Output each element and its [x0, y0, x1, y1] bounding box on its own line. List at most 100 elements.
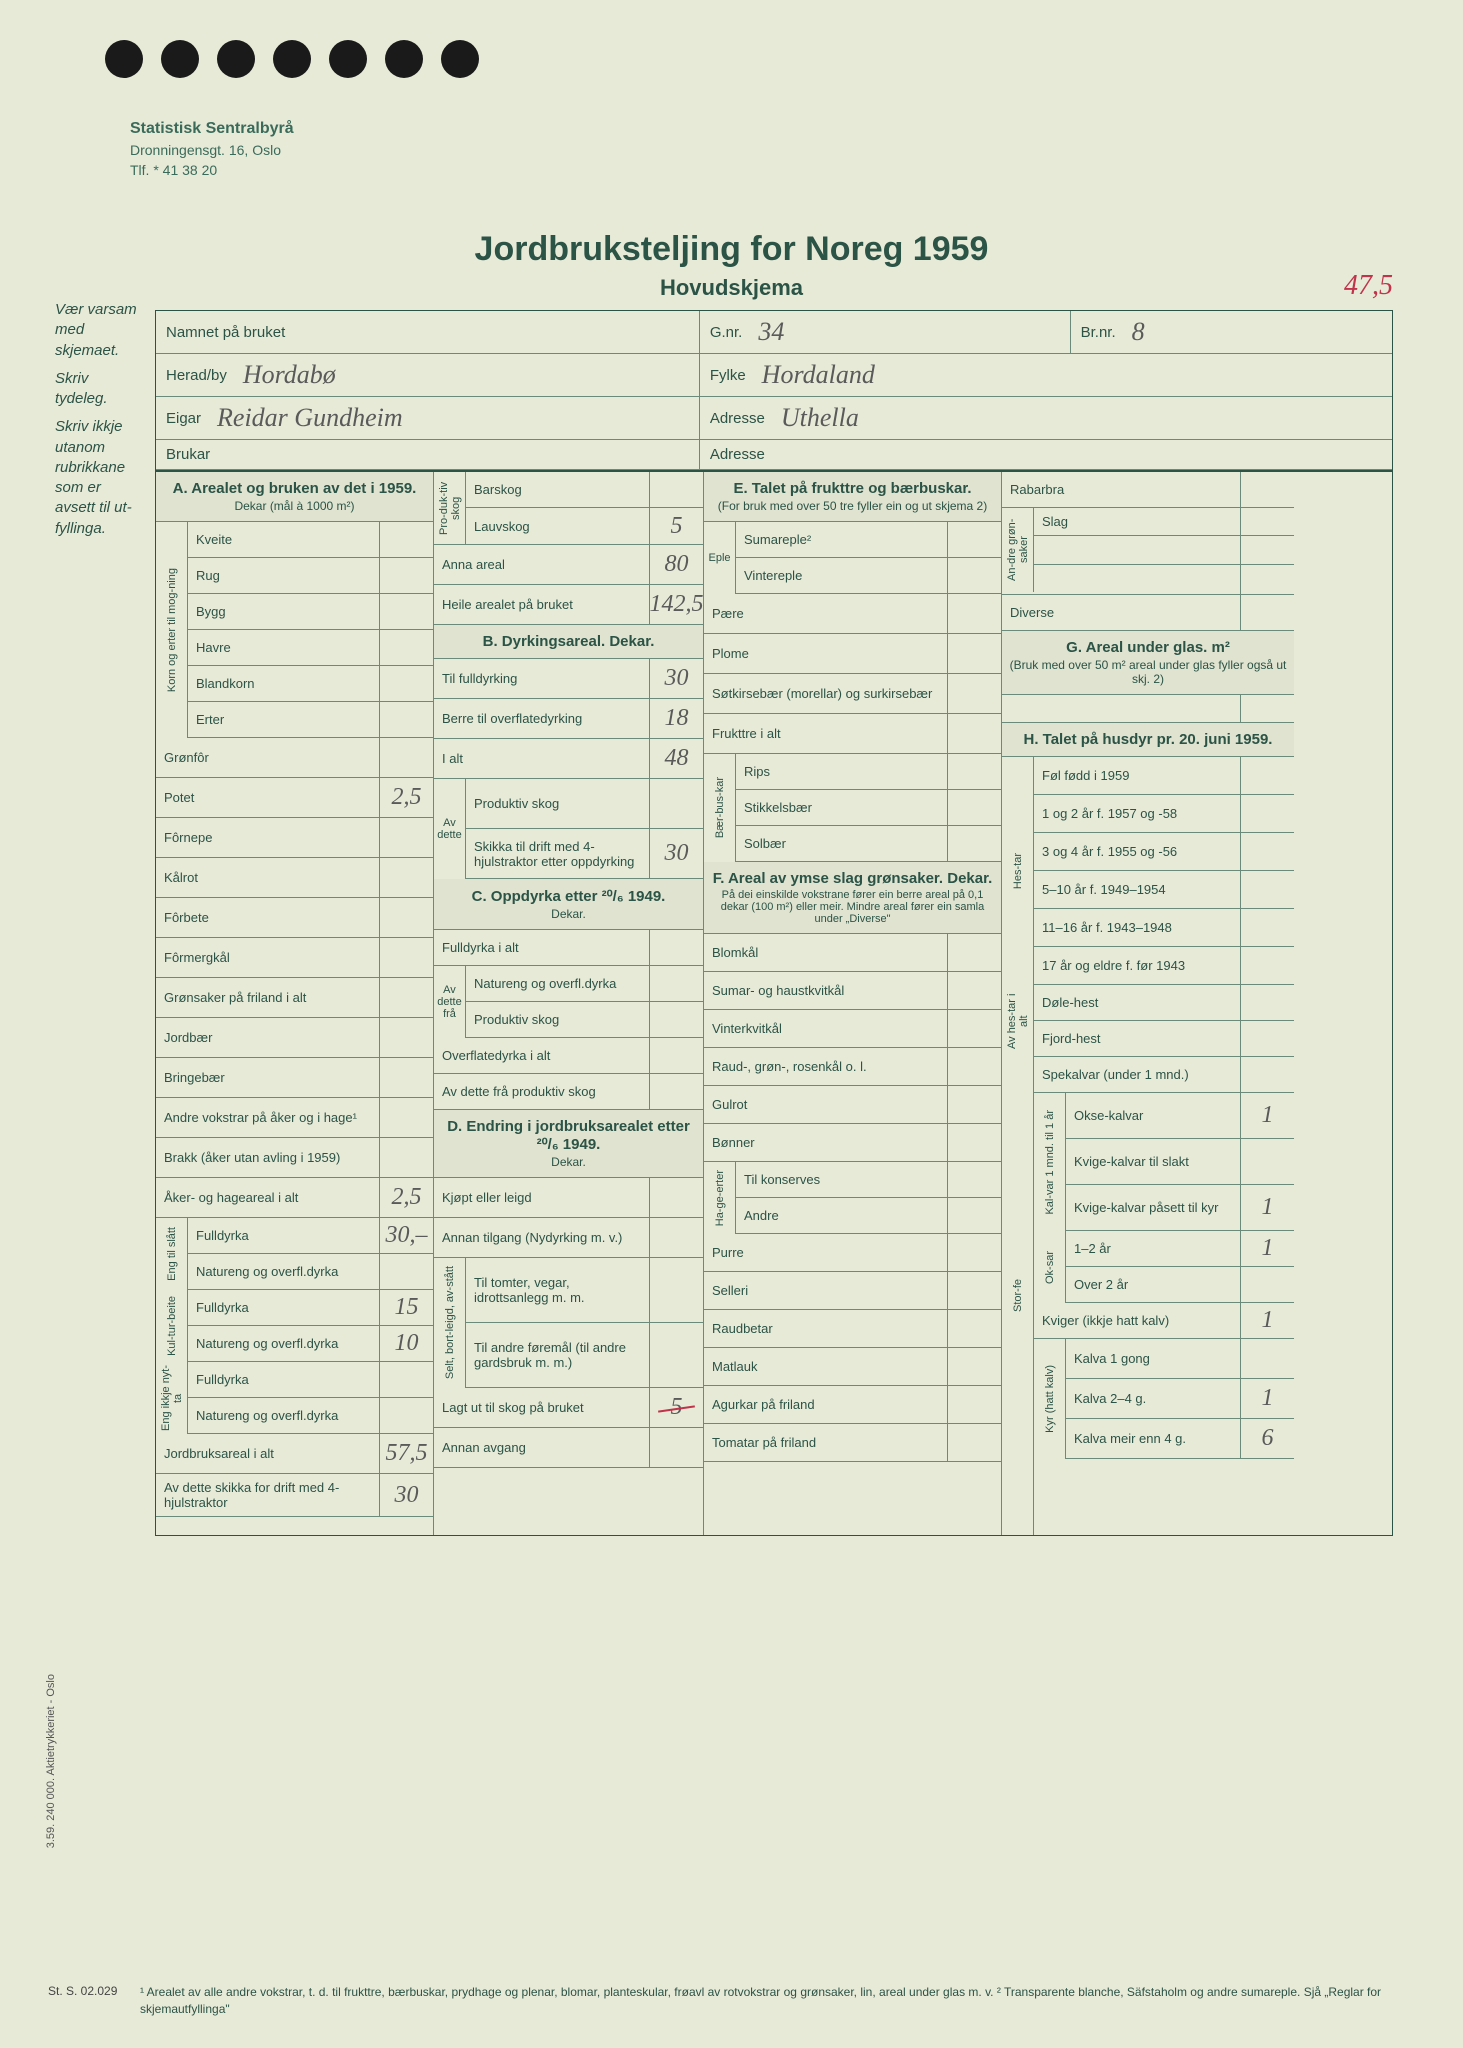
- org-addr2: Tlf. * 41 38 20: [130, 162, 294, 178]
- diverse-label: Diverse: [1002, 595, 1240, 630]
- row-value: [947, 1162, 1001, 1197]
- prod-label: Pro-duk-tiv skog: [438, 474, 462, 542]
- row-label: Kalva 1 gong: [1066, 1339, 1240, 1378]
- section-gh-col: Rabarbra An-dre grøn-saker Slag Diverse …: [1002, 472, 1294, 1535]
- row-value: 6: [1240, 1419, 1294, 1458]
- adresse1-value: Uthella: [765, 403, 1382, 433]
- row-value: [947, 1424, 1001, 1461]
- row-value: [947, 1086, 1001, 1123]
- row-value: [1240, 1267, 1294, 1302]
- row-value: 18: [649, 699, 703, 738]
- row-value: [947, 790, 1001, 825]
- g-value: [1240, 695, 1294, 722]
- row-label: Andre vokstrar på åker og i hage¹: [156, 1098, 379, 1137]
- herad-label: Herad/by: [166, 367, 227, 384]
- row-label: Kålrot: [156, 858, 379, 897]
- korn-label: Korn og erter til mog-ning: [166, 568, 178, 692]
- row-value: [379, 978, 433, 1017]
- row-value: [1240, 795, 1294, 832]
- row-label: Bønner: [704, 1124, 947, 1161]
- row-value: [379, 702, 433, 737]
- row-value: 15: [379, 1290, 433, 1325]
- row-label: Føl fødd i 1959: [1034, 757, 1240, 794]
- row-value: [379, 1254, 433, 1289]
- row-value: 48: [649, 739, 703, 778]
- row-label: Selleri: [704, 1272, 947, 1309]
- brnr-label: Br.nr.: [1081, 324, 1116, 341]
- row-label: Annan tilgang (Nydyrking m. v.): [434, 1218, 649, 1257]
- b-avdette-label: Av dette: [436, 817, 463, 841]
- row-value: [947, 674, 1001, 713]
- org-addr1: Dronningensgt. 16, Oslo: [130, 142, 294, 158]
- sect-h-title: H. Talet på husdyr pr. 20. juni 1959.: [1002, 723, 1294, 757]
- row-label: Bringebær: [156, 1058, 379, 1097]
- hest-label: Hes-tar: [1012, 853, 1024, 889]
- row-value: [379, 1398, 433, 1433]
- row-label: Jordbruksareal i alt: [156, 1434, 379, 1473]
- instr-1: Vær varsam med skjemaet.: [55, 300, 145, 361]
- row-value: [379, 938, 433, 977]
- avhest-label: Av hes-tar i alt: [1006, 987, 1030, 1055]
- row-value: 1: [1240, 1231, 1294, 1266]
- brukar-label: Brukar: [166, 446, 210, 463]
- row-value: [649, 966, 703, 1001]
- row-value: [1240, 757, 1294, 794]
- row-value: 30: [379, 1474, 433, 1516]
- row-label: Natureng og overfl.dyrka: [188, 1326, 379, 1361]
- baer-label: Bær-bus-kar: [714, 777, 726, 838]
- row-value: [379, 1138, 433, 1177]
- row-label: 1–2 år: [1066, 1231, 1240, 1266]
- row-label: Erter: [188, 702, 379, 737]
- row-label: Frukttre i alt: [704, 714, 947, 753]
- row-label: Vintereple: [736, 558, 947, 593]
- row-value: [947, 1272, 1001, 1309]
- hage-label: Ha-ge-erter: [714, 1170, 726, 1226]
- sect-a-title: A. Arealet og bruken av det i 1959. Deka…: [156, 472, 433, 522]
- row-label: Kalva meir enn 4 g.: [1066, 1419, 1240, 1458]
- gnr-value: 34: [742, 317, 1059, 347]
- row-label: Fôrmergkål: [156, 938, 379, 977]
- row-value: [379, 818, 433, 857]
- row-value: [379, 1098, 433, 1137]
- row-value: 2,5: [379, 778, 433, 817]
- instr-3: Skriv ikkje utanom rubrikkane som er avs…: [55, 417, 145, 539]
- row-value: [649, 1038, 703, 1073]
- row-label: Til tomter, vegar, idrottsanlegg m. m.: [466, 1258, 649, 1322]
- row-label: Søtkirsebær (morellar) og surkirsebær: [704, 674, 947, 713]
- form-area: Namnet på bruket G.nr.34 Br.nr.8 Herad/b…: [155, 310, 1393, 1536]
- sect-d-title: D. Endring i jordbruksarealet etter ²⁰/₆…: [434, 1110, 703, 1178]
- letterhead: Statistisk Sentralbyrå Dronningensgt. 16…: [130, 120, 294, 178]
- row-label: Havre: [188, 630, 379, 665]
- row-value: 5: [649, 1388, 703, 1427]
- row-label: Grønsaker på friland i alt: [156, 978, 379, 1017]
- row-value: [649, 779, 703, 828]
- row-label: Vinterkvitkål: [704, 1010, 947, 1047]
- row-label: Produktiv skog: [466, 1002, 649, 1037]
- row-value: [947, 1386, 1001, 1423]
- row-value: 80: [649, 545, 703, 584]
- row-value: 1: [1240, 1185, 1294, 1230]
- row-label: Fôrbete: [156, 898, 379, 937]
- slag-label: Slag: [1034, 508, 1240, 535]
- row-label: Kalva 2–4 g.: [1066, 1379, 1240, 1418]
- sect-b-title: B. Dyrkingsareal. Dekar.: [434, 625, 703, 659]
- herad-value: Hordabø: [227, 360, 689, 390]
- row-label: Tomatar på friland: [704, 1424, 947, 1461]
- row-value: [1240, 947, 1294, 984]
- row-label: Heile arealet på bruket: [434, 585, 649, 624]
- adresse1-label: Adresse: [710, 410, 765, 427]
- sect-g-title: G. Areal under glas. m²(Bruk med over 50…: [1002, 631, 1294, 695]
- row-value: [379, 1362, 433, 1397]
- row-label: 17 år og eldre f. før 1943: [1034, 947, 1240, 984]
- row-label: Produktiv skog: [466, 779, 649, 828]
- row-label: Døle-hest: [1034, 985, 1240, 1020]
- row-label: Rabarbra: [1002, 472, 1240, 507]
- row-value: [947, 594, 1001, 633]
- row-label: Agurkar på friland: [704, 1386, 947, 1423]
- row-label: Rips: [736, 754, 947, 789]
- footnote: ¹ Arealet av alle andre vokstrar, t. d. …: [140, 1984, 1393, 2018]
- row-label: Plome: [704, 634, 947, 673]
- form-title: Jordbruksteljing for Noreg 1959: [0, 230, 1463, 269]
- row-label: 5–10 år f. 1949–1954: [1034, 871, 1240, 908]
- org-name: Statistisk Sentralbyrå: [130, 120, 294, 138]
